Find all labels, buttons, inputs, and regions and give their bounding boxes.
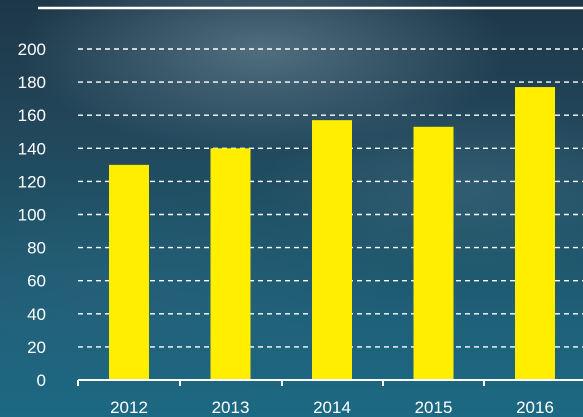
y-tick-label: 200	[18, 40, 46, 59]
y-tick-label: 140	[18, 139, 46, 158]
y-tick-label: 180	[18, 73, 46, 92]
bar-2015	[413, 126, 454, 380]
y-tick-label: 160	[18, 106, 46, 125]
bar-2012	[109, 164, 149, 380]
bars	[109, 87, 555, 380]
x-tick-label: 2015	[415, 398, 453, 417]
y-tick-label: 20	[27, 338, 46, 357]
x-axis-ticks: 2012 2013 2014 2015 2016	[77, 380, 554, 417]
bar-2013	[210, 148, 251, 380]
x-tick-label: 2012	[110, 398, 148, 417]
bar-2014	[312, 120, 352, 380]
y-axis-ticks: 0 20 40 60 80 100 120 140 160 180 200	[18, 40, 46, 390]
y-tick-label: 100	[18, 206, 46, 225]
y-tick-label: 60	[27, 272, 46, 291]
y-tick-label: 0	[37, 371, 46, 390]
x-tick-label: 2013	[212, 398, 250, 417]
y-tick-label: 120	[18, 172, 46, 191]
x-tick-label: 2014	[313, 398, 351, 417]
y-tick-label: 80	[27, 239, 46, 258]
bar-2016	[515, 87, 555, 380]
y-tick-label: 40	[27, 305, 46, 324]
x-tick-label: 2016	[516, 398, 554, 417]
